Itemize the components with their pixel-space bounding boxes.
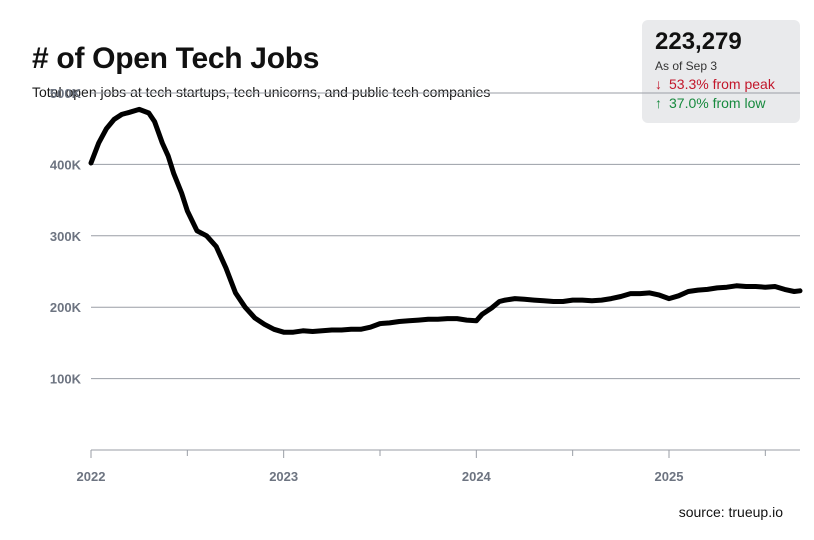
as-of-date: As of Sep 3 [655, 59, 718, 73]
y-tick-label: 500K [50, 86, 82, 101]
y-tick-label: 100K [50, 372, 82, 387]
y-tick-label: 300K [50, 229, 82, 244]
chart-subtitle: Total open jobs at tech startups, tech u… [32, 84, 491, 100]
arrow-up-icon: ↑ [655, 95, 662, 111]
x-axis: 2022 2023 2024 2025 [77, 449, 800, 484]
source-credit: source: trueup.io [678, 504, 783, 520]
from-peak-change: ↓ 53.3% from peak [655, 75, 787, 94]
x-tick-label: 2022 [77, 469, 106, 484]
series-line [88, 106, 803, 335]
from-low-change: ↑ 37.0% from low [655, 94, 787, 113]
from-peak-text: 53.3% from peak [669, 76, 775, 92]
y-tick-label: 400K [50, 157, 82, 172]
current-value: 223,279 [655, 28, 742, 55]
arrow-down-icon: ↓ [655, 76, 662, 92]
y-tick-label: 200K [50, 300, 82, 315]
y-axis: 100K 200K 300K 400K 500K [50, 86, 82, 387]
from-low-text: 37.0% from low [669, 95, 766, 111]
series-layer [88, 106, 803, 335]
summary-stat-card: 223,279 As of Sep 3 ↓ 53.3% from peak ↑ 37… [642, 20, 800, 123]
chart-title: # of Open Tech Jobs [32, 42, 320, 75]
grid-lines [91, 92, 800, 380]
x-tick-label: 2023 [269, 469, 298, 484]
x-tick-label: 2024 [462, 469, 492, 484]
x-tick-label: 2025 [655, 469, 684, 484]
